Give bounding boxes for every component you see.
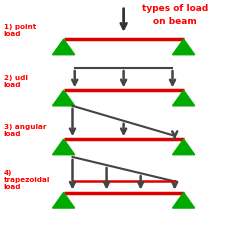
Text: on beam: on beam (153, 17, 197, 26)
Polygon shape (173, 139, 195, 155)
Polygon shape (52, 90, 75, 106)
Text: types of load: types of load (142, 4, 208, 13)
Polygon shape (173, 90, 195, 106)
Text: 3) angular
load: 3) angular load (4, 124, 46, 137)
Text: 2) udl
load: 2) udl load (4, 75, 27, 88)
Polygon shape (173, 39, 195, 55)
Polygon shape (52, 139, 75, 155)
Text: 1) point
load: 1) point load (4, 24, 36, 37)
Polygon shape (173, 193, 195, 208)
Text: 4)
trapezoidal
load: 4) trapezoidal load (4, 170, 50, 190)
Polygon shape (52, 39, 75, 55)
Polygon shape (52, 193, 75, 208)
